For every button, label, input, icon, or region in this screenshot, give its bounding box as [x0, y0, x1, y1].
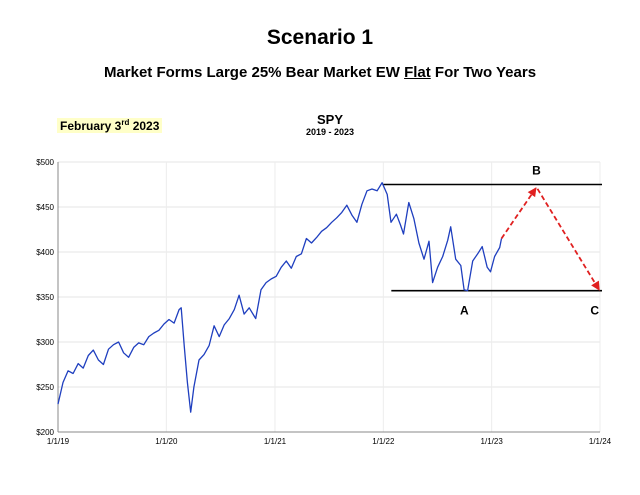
price-series — [57, 182, 503, 413]
ticker-label: SPY — [316, 112, 343, 127]
y-tick-label: $200 — [36, 428, 54, 437]
chart-subtitle: Market Forms Large 25% Bear Market EW Fl… — [0, 64, 640, 81]
subtitle-text-after: For Two Years — [430, 64, 537, 81]
wave-annotations: A B C — [460, 164, 599, 318]
x-tick-label: 1/1/23 — [481, 437, 504, 446]
projection-path — [500, 185, 601, 292]
y-axis-ticks: $200 $250 $300 $350 $400 $450 $500 — [36, 158, 54, 437]
chart-title: Scenario 1 — [266, 26, 374, 49]
annotation-b: B — [532, 164, 541, 178]
date-suffix: rd — [121, 118, 130, 127]
x-tick-label: 1/1/19 — [47, 437, 70, 446]
x-tick-label: 1/1/22 — [372, 437, 395, 446]
y-tick-label: $300 — [36, 338, 54, 347]
y-tick-label: $500 — [36, 158, 54, 167]
subtitle-text-underlined: Flat — [404, 64, 431, 81]
price-line — [57, 182, 503, 413]
grid-lines — [57, 161, 601, 433]
x-tick-label: 1/1/21 — [264, 437, 287, 446]
annotation-a: A — [460, 304, 469, 318]
x-tick-label: 1/1/20 — [155, 437, 178, 446]
y-tick-label: $350 — [36, 293, 54, 302]
projection-line — [500, 185, 601, 292]
x-tick-label: 1/1/24 — [589, 437, 612, 446]
projection-arrowhead — [527, 187, 537, 198]
y-tick-label: $400 — [36, 248, 54, 257]
date-year: 2023 — [129, 119, 160, 133]
annotation-c: C — [590, 304, 599, 318]
period-label: 2019 - 2023 — [305, 127, 355, 137]
date-main: February 3 — [60, 119, 122, 133]
date-label: February 3rd 2023 — [57, 118, 163, 133]
subtitle-text-before: Market Forms Large 25% Bear Market EW — [103, 64, 405, 81]
projection-arrowhead — [591, 280, 600, 291]
y-tick-label: $250 — [36, 383, 54, 392]
x-axis-ticks: 1/1/19 1/1/20 1/1/21 1/1/22 1/1/23 1/1/24 — [47, 437, 612, 446]
support-resistance-lines — [383, 183, 602, 292]
chart-axes — [57, 162, 600, 433]
y-tick-label: $450 — [36, 203, 54, 212]
